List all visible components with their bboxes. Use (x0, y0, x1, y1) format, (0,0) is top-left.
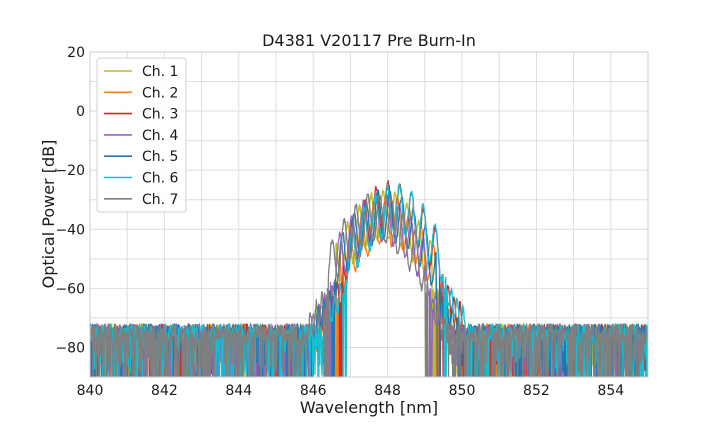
x-axis-label: Wavelength [nm] (300, 398, 438, 417)
legend-label: Ch. 2 (142, 85, 178, 101)
y-tick-label: −40 (55, 222, 85, 238)
legend-label: Ch. 6 (142, 171, 179, 187)
legend-label: Ch. 1 (142, 64, 178, 80)
y-tick-label: 0 (76, 104, 85, 120)
series-line (90, 189, 648, 377)
y-tick-label: 20 (67, 45, 85, 61)
series-line (90, 193, 648, 377)
x-tick-label: 852 (523, 383, 550, 399)
x-tick-label: 846 (300, 383, 327, 399)
legend-label: Ch. 3 (142, 107, 178, 123)
legend: Ch. 1 Ch. 2 Ch. 3 Ch. 4 Ch. 5 Ch. 6 Ch. 7 (96, 57, 187, 213)
plot-frame (89, 51, 649, 378)
legend-box (96, 57, 187, 213)
x-tick-label: 840 (77, 383, 104, 399)
y-axis-label: Optical Power [dB] (39, 140, 58, 289)
x-tick-label: 854 (597, 383, 624, 399)
x-tick-label: 850 (449, 383, 476, 399)
legend-label: Ch. 7 (142, 192, 178, 208)
y-tick-label: −60 (55, 281, 85, 297)
series-layer (90, 180, 648, 377)
x-tick-label: 844 (225, 383, 252, 399)
x-axis-ticks: 840 842 844 846 848 850 852 854 (77, 383, 625, 399)
y-tick-label: −80 (55, 340, 85, 356)
legend-label: Ch. 4 (142, 128, 179, 144)
grid-lines (89, 51, 649, 378)
legend-label: Ch. 5 (142, 149, 178, 165)
x-tick-label: 842 (151, 383, 178, 399)
x-tick-label: 848 (374, 383, 401, 399)
chart-title: D4381 V20117 Pre Burn-In (262, 31, 476, 50)
y-axis-ticks: −80 −60 −40 −20 0 20 (55, 45, 85, 356)
y-tick-label: −20 (55, 163, 85, 179)
